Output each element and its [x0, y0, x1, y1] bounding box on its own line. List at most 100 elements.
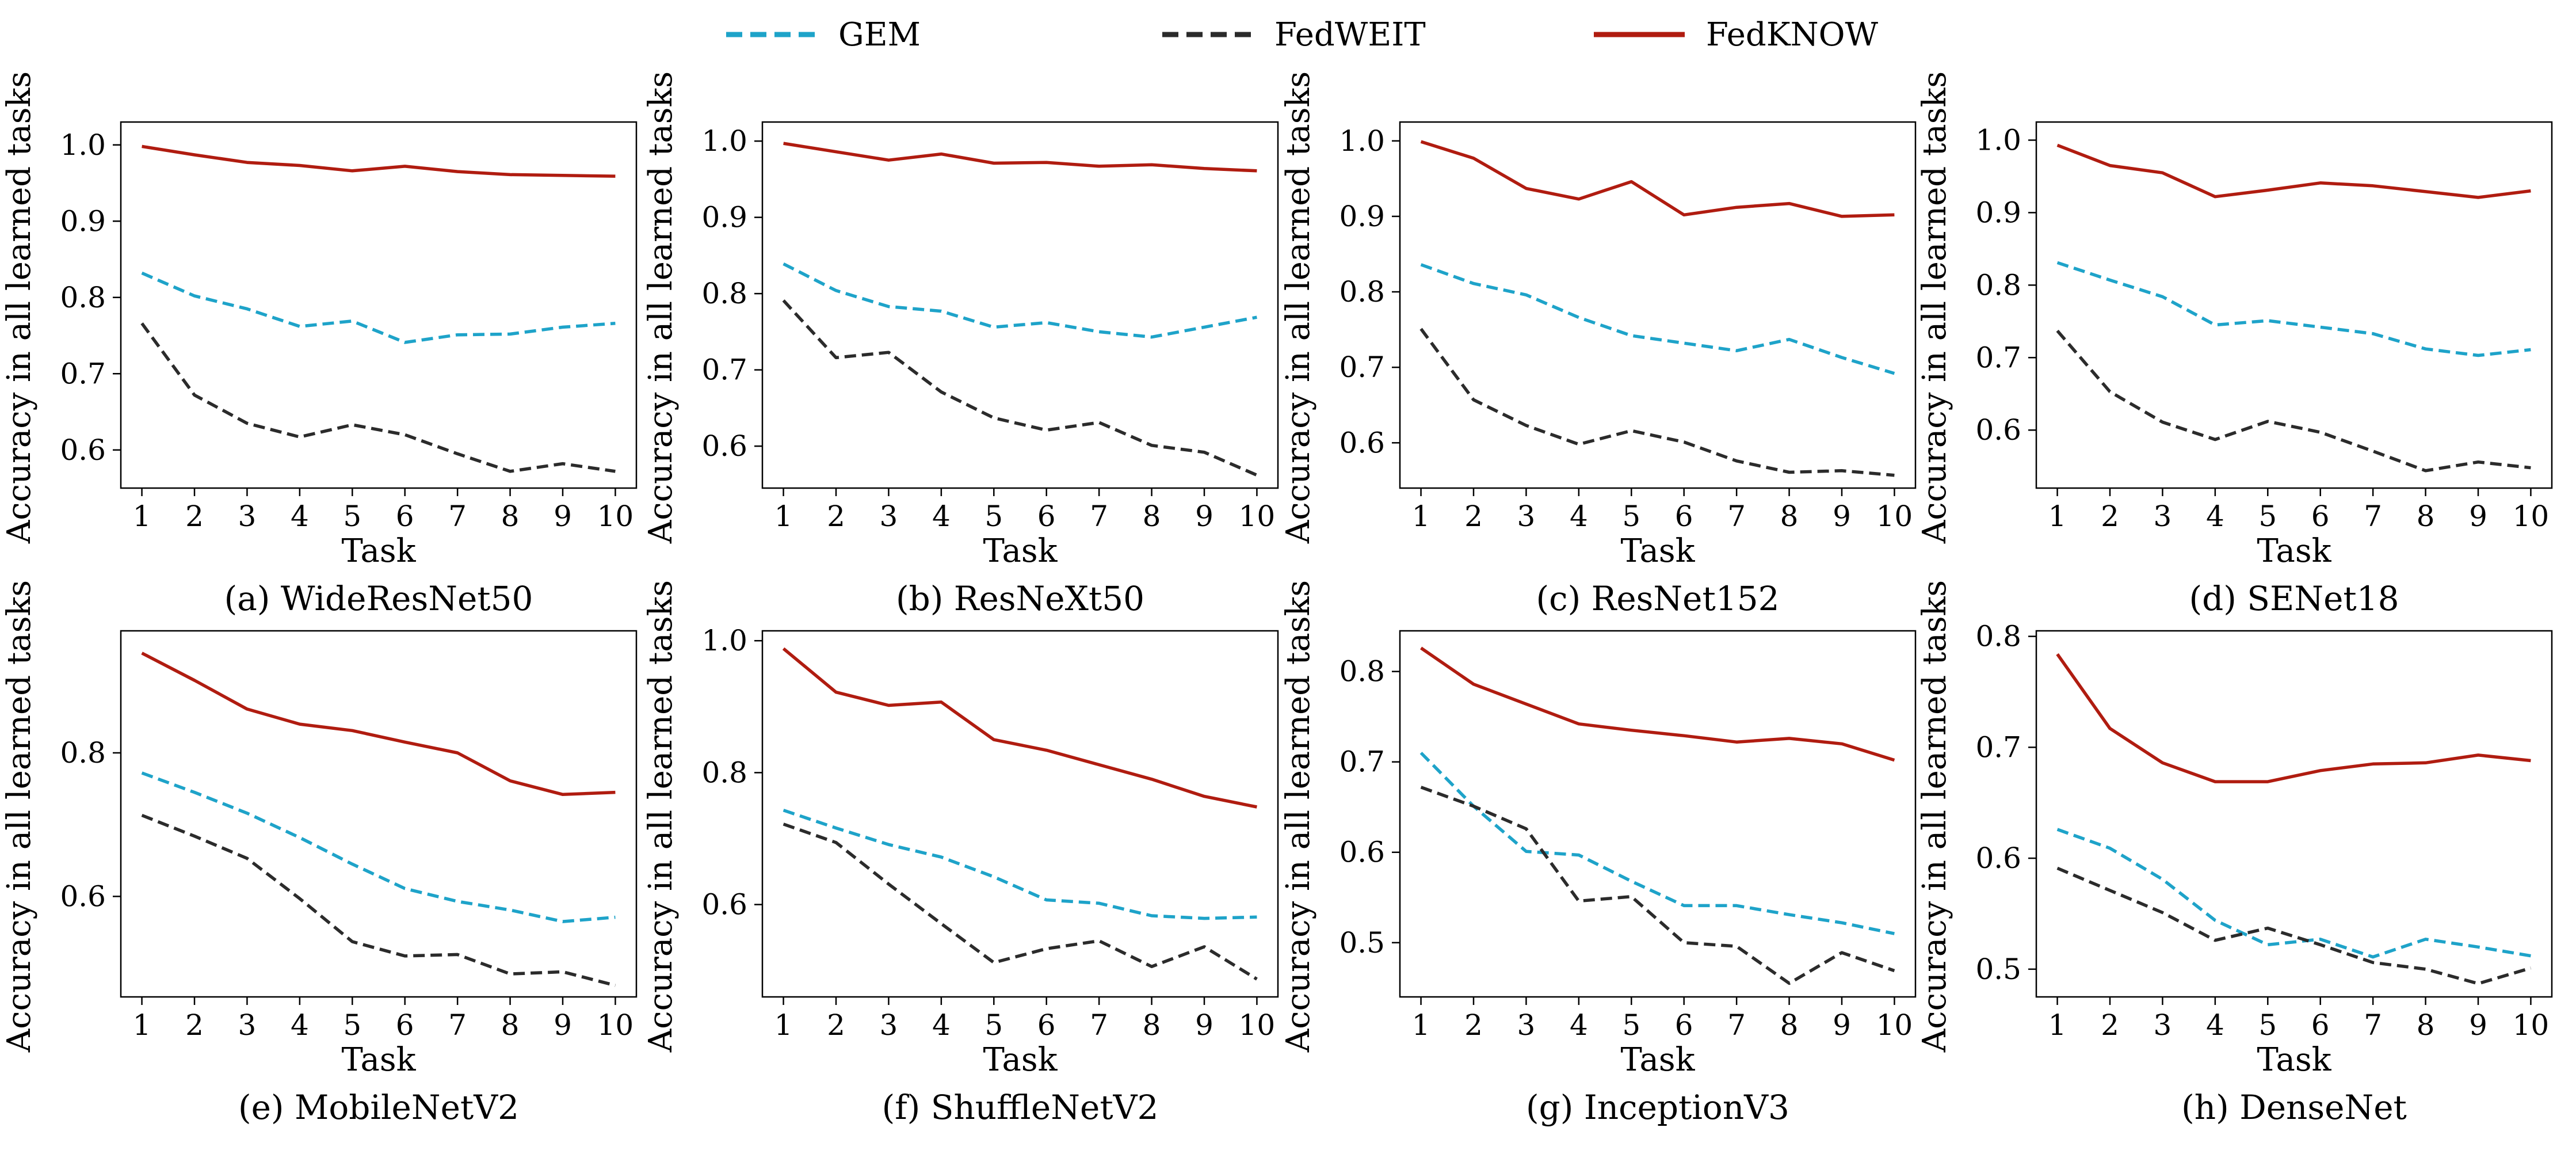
x-tick-label: 5 — [2258, 1008, 2277, 1042]
y-tick-label: 0.6 — [701, 888, 747, 921]
y-tick-label: 0.7 — [1975, 730, 2021, 764]
x-tick-label: 10 — [2513, 1008, 2550, 1042]
y-tick-label: 0.7 — [1339, 745, 1385, 779]
legend-label-gem: GEM — [838, 16, 921, 54]
x-tick-label: 5 — [984, 1008, 1003, 1042]
y-tick-label: 0.6 — [60, 433, 106, 467]
series-line-gem — [783, 809, 1257, 920]
y-tick-label: 0.8 — [60, 281, 106, 314]
x-tick-label: 1 — [774, 500, 793, 533]
series-line-fedknow — [142, 144, 616, 178]
y-axis-title: Accuracy in all learned tasks — [1916, 580, 1953, 1053]
x-tick-label: 3 — [238, 1008, 257, 1042]
chart-c-resnet152: 1 2 3 4 5 6 7 8 9 10 0.6 0.7 0.8 0.9 1.0 Task Accuracy i… — [1280, 71, 1917, 618]
x-tick-label: 2 — [185, 500, 204, 533]
x-tick-label: 2 — [827, 500, 845, 533]
x-tick-label: 4 — [932, 500, 951, 533]
plot-frame — [1399, 121, 1917, 489]
x-tick-label: 6 — [396, 1008, 414, 1042]
series-line-gem — [2056, 261, 2531, 357]
x-tick-label: 8 — [2417, 1008, 2435, 1042]
series-line-fedknow — [1420, 140, 1895, 218]
x-tick-label: 7 — [1090, 500, 1108, 533]
x-tick-label: 9 — [1195, 1008, 1213, 1042]
series-line-gem — [141, 271, 616, 344]
chart-caption: (c) ResNet152 — [1536, 579, 1779, 618]
x-tick-label: 1 — [2048, 500, 2067, 533]
x-tick-label: 7 — [448, 500, 467, 533]
x-tick-label: 4 — [291, 1008, 309, 1042]
y-tick-label: 1.0 — [1975, 123, 2021, 157]
plot-frame — [1399, 630, 1917, 998]
plot-frame — [2035, 630, 2553, 998]
x-tick-label: 6 — [1037, 1008, 1056, 1042]
x-tick-label: 3 — [1517, 1008, 1536, 1042]
x-axis-title: Task — [983, 1041, 1058, 1079]
y-tick-label: 0.6 — [1339, 836, 1385, 869]
y-axis-title: Accuracy in all learned tasks — [1280, 580, 1317, 1053]
x-tick-label: 5 — [1622, 1008, 1640, 1042]
x-tick-label: 9 — [2469, 1008, 2487, 1042]
x-tick-label: 2 — [2101, 500, 2119, 533]
series-line-fedweit — [1420, 786, 1895, 985]
x-tick-label: 5 — [1622, 500, 1640, 533]
x-axis-title: Task — [341, 1041, 416, 1079]
y-tick-label: 0.5 — [1339, 926, 1385, 959]
x-tick-label: 7 — [2364, 1008, 2382, 1042]
x-tick-label: 7 — [1090, 1008, 1108, 1042]
x-tick-label: 2 — [1464, 500, 1483, 533]
series-line-fedweit — [141, 813, 616, 987]
y-tick-label: 0.7 — [60, 357, 106, 390]
x-tick-label: 10 — [2513, 500, 2550, 533]
chart-b-resnext50: 1 2 3 4 5 6 7 8 9 10 0.6 0.7 0.8 0.9 1.0 Task Accuracy i… — [642, 71, 1279, 618]
y-tick-label: 0.6 — [1975, 841, 2021, 875]
x-tick-label: 1 — [1412, 1008, 1430, 1042]
y-tick-label: 0.5 — [1975, 953, 2021, 986]
y-tick-label: 0.7 — [701, 353, 747, 387]
x-tick-label: 10 — [1239, 1008, 1276, 1042]
chart-caption: (h) DenseNet — [2181, 1088, 2407, 1127]
x-tick-label: 7 — [448, 1008, 467, 1042]
x-axis-title: Task — [1620, 1041, 1695, 1079]
x-tick-label: 9 — [1195, 500, 1213, 533]
x-tick-label: 3 — [2154, 1008, 2172, 1042]
y-tick-label: 0.8 — [60, 736, 106, 770]
legend-label-fedknow: FedKNOW — [1706, 16, 1879, 54]
x-tick-label: 3 — [1517, 500, 1536, 533]
chart-caption: (g) InceptionV3 — [1526, 1088, 1789, 1127]
x-tick-label: 8 — [1780, 500, 1799, 533]
y-tick-label: 1.0 — [701, 124, 747, 158]
x-tick-label: 4 — [291, 500, 309, 533]
y-tick-label: 0.6 — [1339, 426, 1385, 459]
legend-item-fedknow: FedKNOW — [1594, 16, 1879, 54]
y-tick-label: 0.9 — [1339, 200, 1385, 233]
x-tick-label: 6 — [396, 500, 414, 533]
series-line-fedknow — [2056, 143, 2531, 199]
x-tick-label: 4 — [2206, 500, 2224, 533]
series-line-fedknow — [2056, 653, 2531, 783]
x-tick-label: 6 — [1037, 500, 1056, 533]
x-tick-label: 1 — [2048, 1008, 2067, 1042]
x-tick-label: 3 — [880, 500, 898, 533]
y-axis-title: Accuracy in all learned tasks — [1280, 71, 1317, 544]
x-tick-label: 5 — [984, 500, 1003, 533]
x-tick-label: 3 — [2154, 500, 2172, 533]
series-line-fedknow — [782, 647, 1257, 809]
series-line-gem — [1419, 752, 1895, 935]
x-axis-title: Task — [341, 532, 416, 570]
y-tick-label: 0.7 — [1339, 351, 1385, 384]
x-tick-label: 5 — [2258, 500, 2277, 533]
x-tick-label: 8 — [1143, 500, 1161, 533]
x-tick-label: 9 — [2469, 500, 2487, 533]
series-line-gem — [2056, 828, 2531, 959]
x-tick-label: 9 — [1833, 500, 1851, 533]
chart-caption: (f) ShuffleNetV2 — [882, 1088, 1159, 1127]
x-tick-label: 5 — [343, 500, 361, 533]
y-tick-label: 1.0 — [1339, 124, 1385, 158]
x-tick-label: 3 — [880, 1008, 898, 1042]
y-axis-title: Accuracy in all learned tasks — [1916, 71, 1953, 544]
y-tick-label: 0.8 — [1339, 275, 1385, 309]
chart-caption: (e) MobileNetV2 — [238, 1088, 519, 1127]
y-tick-label: 0.8 — [701, 277, 747, 310]
